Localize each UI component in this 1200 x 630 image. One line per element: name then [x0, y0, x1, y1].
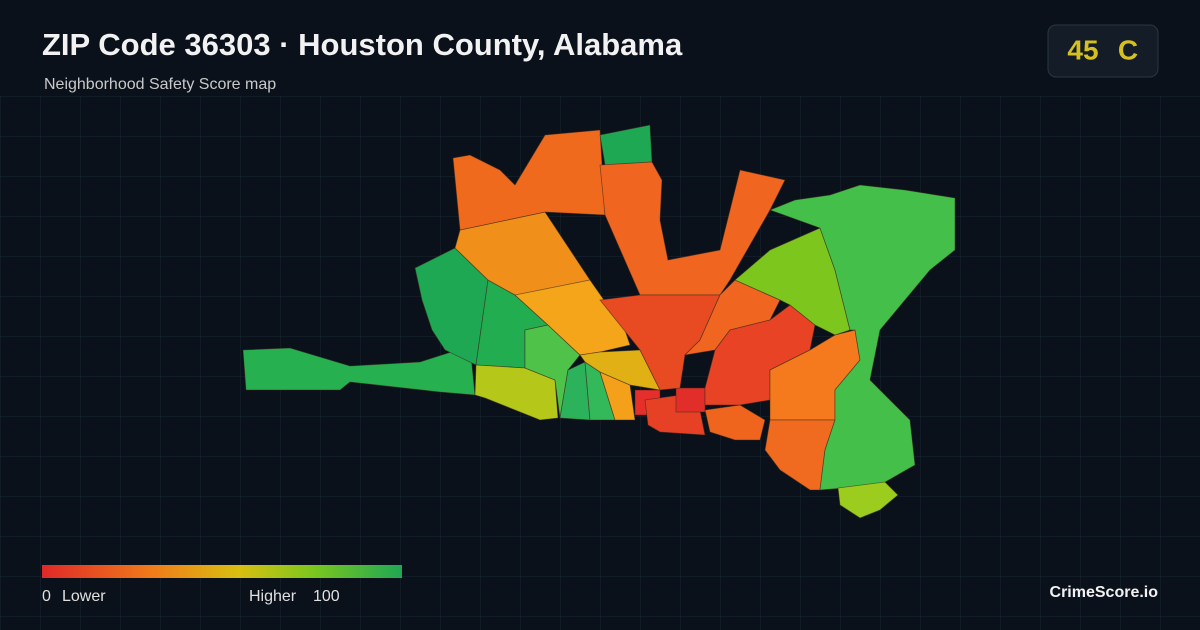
map [242, 124, 956, 519]
region [514, 279, 631, 356]
brand: CrimeScore.io [1050, 584, 1159, 601]
legend-min: 0 [42, 588, 51, 605]
region [768, 184, 956, 491]
region [734, 227, 851, 336]
region [675, 387, 706, 413]
title: ZIP Code 36303 · Houston County, Alabama [42, 27, 683, 62]
score-grade: C [1118, 34, 1138, 65]
region [599, 124, 653, 166]
legend-gradient [42, 565, 402, 578]
legend-min-label: Lower [62, 588, 106, 605]
score-value: 45 [1067, 34, 1098, 65]
subtitle: Neighborhood Safety Score map [44, 76, 276, 93]
legend-max: 100 [313, 588, 340, 605]
region [837, 481, 899, 519]
region [452, 129, 606, 231]
region [579, 349, 661, 391]
legend-max-label: Higher [249, 588, 297, 605]
score-badge [1047, 24, 1159, 78]
